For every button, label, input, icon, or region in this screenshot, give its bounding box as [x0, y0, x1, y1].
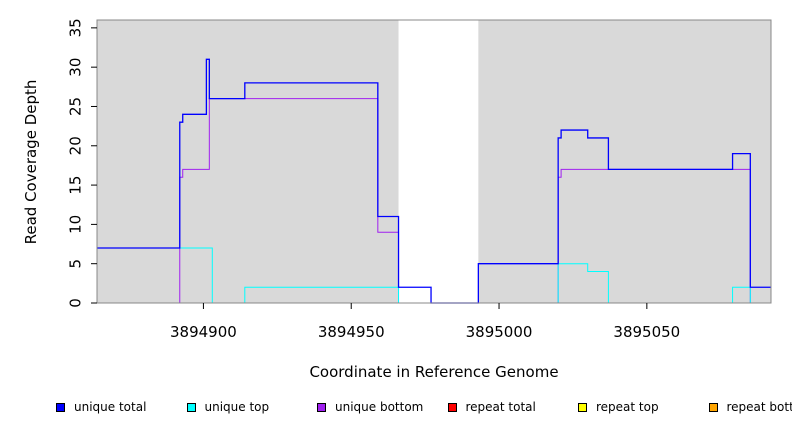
legend-item-repeat-top: repeat top	[578, 400, 659, 414]
x-axis-title: Coordinate in Reference Genome	[309, 363, 558, 381]
legend-label: repeat total	[465, 400, 536, 414]
series-line-unique-total	[97, 58, 771, 304]
legend-swatch	[56, 402, 65, 412]
y-tick-label-5: 5	[66, 259, 84, 269]
shaded-region-1	[97, 20, 399, 303]
legend-item-unique-total: unique total	[56, 400, 146, 414]
legend-label: unique total	[74, 400, 147, 414]
y-tick-label-30: 30	[66, 58, 84, 77]
y-tick-label-15: 15	[66, 176, 84, 195]
series-line-unique-bottom	[97, 98, 771, 304]
legend-label: repeat bottom	[726, 400, 792, 414]
legend-swatch	[578, 402, 587, 412]
legend-item-unique-bottom: unique bottom	[317, 400, 423, 414]
y-tick-label-0: 0	[66, 298, 84, 308]
legend-item-repeat-total: repeat total	[447, 400, 536, 414]
legend: unique total unique top unique bottom repea…	[0, 400, 792, 420]
x-tick-label-3894900: 3894900	[170, 323, 237, 341]
y-tick-label-35: 35	[66, 18, 84, 37]
plot-frame	[96, 19, 772, 304]
y-tick-label-20: 20	[66, 136, 84, 155]
legend-swatch	[186, 402, 196, 412]
legend-swatch	[447, 402, 457, 412]
legend-swatch	[708, 402, 718, 412]
x-tick-label-3894950: 3894950	[318, 323, 385, 341]
y-tick-label-10: 10	[66, 215, 84, 234]
legend-label: unique bottom	[335, 400, 424, 414]
legend-label: repeat top	[596, 400, 659, 414]
legend-swatch	[317, 402, 326, 412]
x-tick-label-3895000: 3895000	[466, 323, 533, 341]
y-axis-title: Read Coverage Depth	[22, 80, 40, 245]
plot-border	[96, 19, 772, 304]
legend-label: unique top	[204, 400, 270, 414]
legend-item-unique-top: unique top	[186, 400, 270, 414]
x-tick-label-3895050: 3895050	[613, 323, 680, 341]
y-tick-label-25: 25	[66, 97, 84, 116]
shaded-region-2	[478, 20, 771, 303]
coverage-chart: 0 5 10 15 20 25 30 35 3894900 3894950 3895000 38950…	[22, 18, 772, 381]
shaded-regions	[97, 20, 771, 303]
axes: 0 5 10 15 20 25 30 35 3894900 3894950 3895000 38950…	[66, 18, 680, 341]
legend-item-repeat-bottom: repeat bottom	[708, 400, 792, 414]
